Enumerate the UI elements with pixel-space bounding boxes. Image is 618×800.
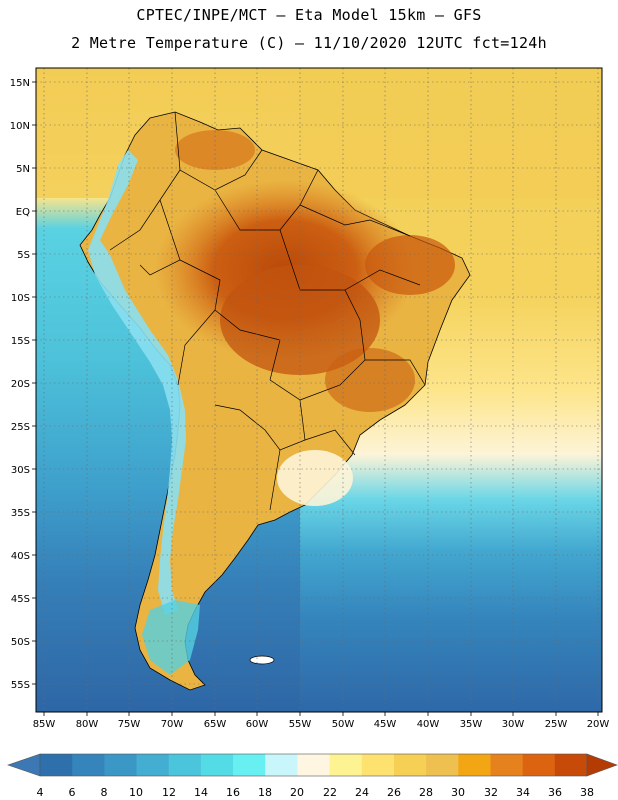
colorbar-swatch (72, 754, 105, 776)
colorbar-tick: 38 (580, 786, 594, 799)
colorbar-tick: 28 (419, 786, 433, 799)
lat-label: 40S (11, 551, 30, 562)
lon-label: 55W (289, 719, 312, 730)
colorbar-tick: 16 (226, 786, 240, 799)
colorbar-overflow-arrow (586, 753, 618, 777)
lon-label: 30W (502, 719, 525, 730)
lat-label: 5S (17, 250, 30, 261)
lon-label: 70W (161, 719, 184, 730)
lon-label: 25W (545, 719, 568, 730)
southeast-hot-zone (325, 348, 415, 412)
lat-label: 15N (10, 78, 30, 89)
colorbar-swatch (426, 754, 459, 776)
andes-cool-band (88, 150, 186, 615)
colorbar-swatch (361, 754, 395, 776)
colorbar-swatch (458, 754, 491, 776)
lat-label: 45S (11, 594, 30, 605)
colorbar-tick: 36 (548, 786, 562, 799)
colorbar-tick: 34 (516, 786, 530, 799)
lon-label: 80W (76, 719, 99, 730)
lat-label: 35S (11, 508, 30, 519)
lon-label: 65W (204, 719, 227, 730)
lon-label: 85W (33, 719, 56, 730)
lat-label: 55S (11, 680, 30, 691)
colorbar-tick-labels: 4 6 8 10 12 14 16 18 20 22 24 26 28 30 3… (37, 786, 595, 799)
colorbar-swatch (136, 754, 170, 776)
lon-label: 20W (587, 719, 610, 730)
colorbar-swatch (265, 754, 298, 776)
colorbar-swatch (297, 754, 331, 776)
longitude-labels: 85W 80W 75W 70W 65W 60W 55W 50W 45W 40W … (33, 719, 610, 730)
falkland-islands (249, 655, 275, 665)
lon-label: 75W (118, 719, 141, 730)
lat-label: 15S (11, 336, 30, 347)
lat-label: 25S (11, 422, 30, 433)
colorbar-swatch (490, 754, 524, 776)
map-frame (35, 67, 603, 713)
colorbar-swatch (329, 754, 363, 776)
colorbar-tick: 32 (484, 786, 498, 799)
colorbar-tick: 4 (37, 786, 44, 799)
lat-label: 10N (10, 121, 30, 132)
patagonia-cool (142, 600, 200, 675)
colorbar-tick: 14 (194, 786, 208, 799)
latitude-labels: 15N 10N 5N EQ 5S 10S 15S 20S 25S 30S 35S… (10, 78, 30, 691)
colorbar-outline (39, 753, 588, 777)
lon-label: 60W (246, 719, 269, 730)
lat-label: 30S (11, 465, 30, 476)
map-title: CPTEC/INPE/MCT – Eta Model 15km – GFS (136, 6, 482, 24)
colorbar-tick: 12 (162, 786, 176, 799)
lat-label: 10S (11, 293, 30, 304)
colorbar-underflow-arrow (7, 753, 41, 777)
lon-label: 40W (417, 719, 440, 730)
lon-label: 50W (332, 719, 355, 730)
northeast-hot-zone (365, 235, 455, 295)
lat-label: EQ (16, 207, 30, 218)
colorbar-tick: 8 (101, 786, 108, 799)
colorbar-tick: 18 (258, 786, 272, 799)
lon-label: 45W (374, 719, 397, 730)
colorbar-swatch (104, 754, 138, 776)
colorbar-tick: 24 (355, 786, 369, 799)
lat-label: 5N (16, 164, 30, 175)
colorbar-swatch (168, 754, 202, 776)
temperature-colorbar (7, 753, 618, 777)
uruguay-mild (277, 450, 353, 506)
colorbar-swatch (393, 754, 427, 776)
colorbar-swatch (522, 754, 556, 776)
colorbar-tick: 22 (323, 786, 337, 799)
coordinate-grid (36, 68, 602, 712)
colorbar-tick: 26 (387, 786, 401, 799)
colorbar-swatch (40, 754, 73, 776)
country-borders (109, 111, 426, 511)
lat-label: 50S (11, 637, 30, 648)
colorbar-tick: 6 (69, 786, 76, 799)
colorbar-tick: 10 (129, 786, 143, 799)
lon-label: 35W (460, 719, 483, 730)
lat-label: 20S (11, 379, 30, 390)
colorbar-tick: 20 (290, 786, 304, 799)
axis-ticks (32, 81, 599, 716)
map-subtitle: 2 Metre Temperature (C) – 11/10/2020 12U… (71, 34, 547, 52)
colorbar-tick: 30 (451, 786, 465, 799)
colorbar-swatch (233, 754, 266, 776)
colorbar-swatch (200, 754, 234, 776)
colorbar-swatch (554, 754, 588, 776)
